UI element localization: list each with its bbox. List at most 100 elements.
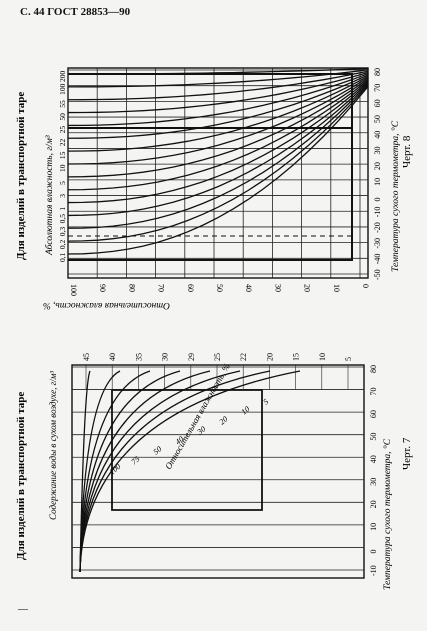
chart8-temp-tick: -20 [373,222,382,233]
chart7-curve-label: 30 [195,424,208,437]
chart8-abs-humidity-tick: 22 [58,139,67,147]
chart8-rh-tick: 10 [332,284,341,292]
chart8-temp-tick: -50 [373,269,382,280]
chart8-abs-humidity-tick: 100 [58,83,67,95]
chart7-temp-tick: 80 [369,365,378,373]
chart7-temp-tick: 40 [369,455,378,463]
chart7-rh-curve [79,370,241,573]
chart8-temp-tick: 20 [373,162,382,170]
chart8-temp-tick: 70 [373,84,382,92]
chart8-temp-tick: -40 [373,254,382,265]
chart8-temp-tick: 0 [373,198,382,202]
chart8-abs-humidity-curve [67,70,369,101]
chart7-vapor-tick: 29 [187,353,196,361]
chart8-rh-tick: 20 [303,284,312,292]
chart7-temp-tick: 70 [369,388,378,396]
chart7-curve-label: 20 [218,414,230,426]
chart8-caption: Черт. 8 [401,135,413,168]
chart7-curve-label: 40 [174,434,186,446]
chart7-curve-label: 75 [130,454,142,466]
chart7-temp-tick: 10 [369,523,378,531]
chart7-vapor-tick: 40 [108,353,117,361]
chart8-temp-tick: 60 [373,99,382,107]
chart8-abs-humidity-tick: 55 [58,100,67,108]
chart7-temp-tick: 20 [369,500,378,508]
chart7-vapor-tick: 30 [161,353,170,361]
chart8-abs-humidity-curve [67,84,369,242]
chart8-abs-humidity-curve [67,69,369,88]
chart7-vapor-tick: 10 [318,353,327,361]
chart8-abs-humidity-curves [67,67,369,255]
chart7-rh-curves [79,370,301,573]
chart7-curve-label: 50 [152,444,164,456]
chart8-temp-tick: 10 [373,178,382,186]
chart8-rh-tick: 80 [127,284,136,292]
chart7-vapor-tick: 45 [82,353,91,361]
chart8-abs-humidity-curve [67,79,369,191]
chart8-abs-humidity-curve [67,71,369,114]
chart8-rh-tick: 40 [244,284,253,292]
chart8-abs-humidity-curve [67,73,369,127]
chart8-rh-title: Относительная влажность, % [43,300,170,310]
chart7-caption: Черт. 7 [401,437,413,470]
chart8-rh-tick: 50 [215,284,224,292]
chart7-temperature-labels: -10 0 10 20 30 40 50 60 70 80 [369,365,378,576]
chart7-vapor-tick: 5 [344,357,353,361]
chart7-curve-label: 10 [240,404,252,416]
chart8-abs-humidity-tick: 200 [58,71,67,83]
chart8-abs-humidity-tick: 3 [58,194,67,198]
chart8-abs-humidity-tick: 0,3 [58,227,67,237]
chart7-operating-region [111,389,263,511]
chart8-abs-humidity-curve [67,78,369,178]
chart8-abs-humidity-tick: 0,1 [58,252,67,262]
chart7-frame [71,364,365,579]
chart8-rh-labels: 100 90 80 70 60 50 40 30 20 10 0 [69,284,370,296]
chart7-side-title: Для изделий в транспортной таре [15,392,27,560]
chart7-xaxis-title: Температура сухого термометра, °С [382,438,393,590]
chart8-temp-tick: -10 [373,207,382,218]
chart8-abs-humidity-curve [67,74,369,139]
chart7-temp-tick: -10 [369,565,378,576]
chart8-rh-tick: 0 [361,284,370,288]
chart8-abs-humidity-curve [67,86,369,255]
chart8-temp-tick: 50 [373,115,382,123]
chart8-abs-humidity-tick: 0,5 [58,214,67,224]
chart8-rh-tick: 60 [186,284,195,292]
chart7-temp-tick: 30 [369,478,378,486]
chart7-vapor-tick: 25 [213,353,222,361]
chart7-corner-mark: — [17,604,29,615]
chart8-abs-humidity-tick: 0,2 [58,240,67,250]
chart7-top-title: Содержание воды в сухом воздухе, г/м³ [48,371,58,520]
chart8-temp-tick: 80 [373,68,382,76]
chart8-temp-gridlines [68,69,368,275]
chart8-abs-humidity-tick: 50 [58,113,67,121]
chart8-abs-humidity-tick: 10 [58,164,67,172]
chart7-rh-curve [79,370,301,573]
chart8-abs-humidity-tick: 25 [58,126,67,134]
chart8-rh-tick: 100 [69,284,78,296]
chart8-abs-humidity-curve [67,81,369,204]
chart8-operating-region [68,73,353,261]
chart8-temperature-labels: -50 -40 -30 -20 -10 0 10 20 30 40 50 60 70 80 [373,68,382,280]
page-header: С. 44 ГОСТ 28853—90 [20,6,131,18]
chart8-abs-humidity-curve [67,82,369,217]
chart8-yaxis-title: Абсолютная влажность, г/м³ [44,135,55,256]
chart8-abs-humidity-tick: 1 [58,207,67,211]
chart7-vapor-labels: 45 40 35 30 29 25 22 20 15 10 5 [82,353,353,361]
chart8-temp-tick: -30 [373,238,382,249]
chart8-abs-humidity-curve [67,77,369,165]
chart8-temp-tick: 30 [373,146,382,154]
chart8-rh-tick: 70 [157,284,166,292]
chart8-abs-humidity-curve [67,83,369,229]
chart8-rh-tick: 30 [273,284,282,292]
chart8-abs-humidity-tick: 15 [58,151,67,159]
chart7-temp-tick: 0 [369,549,378,553]
chart7-temp-tick: 60 [369,410,378,418]
chart7-vapor-tick: 15 [292,353,301,361]
chart7-vapor-tick: 22 [239,353,248,361]
chart7-rh-curve [79,370,181,573]
chart7-vapor-tick: 35 [134,353,143,361]
